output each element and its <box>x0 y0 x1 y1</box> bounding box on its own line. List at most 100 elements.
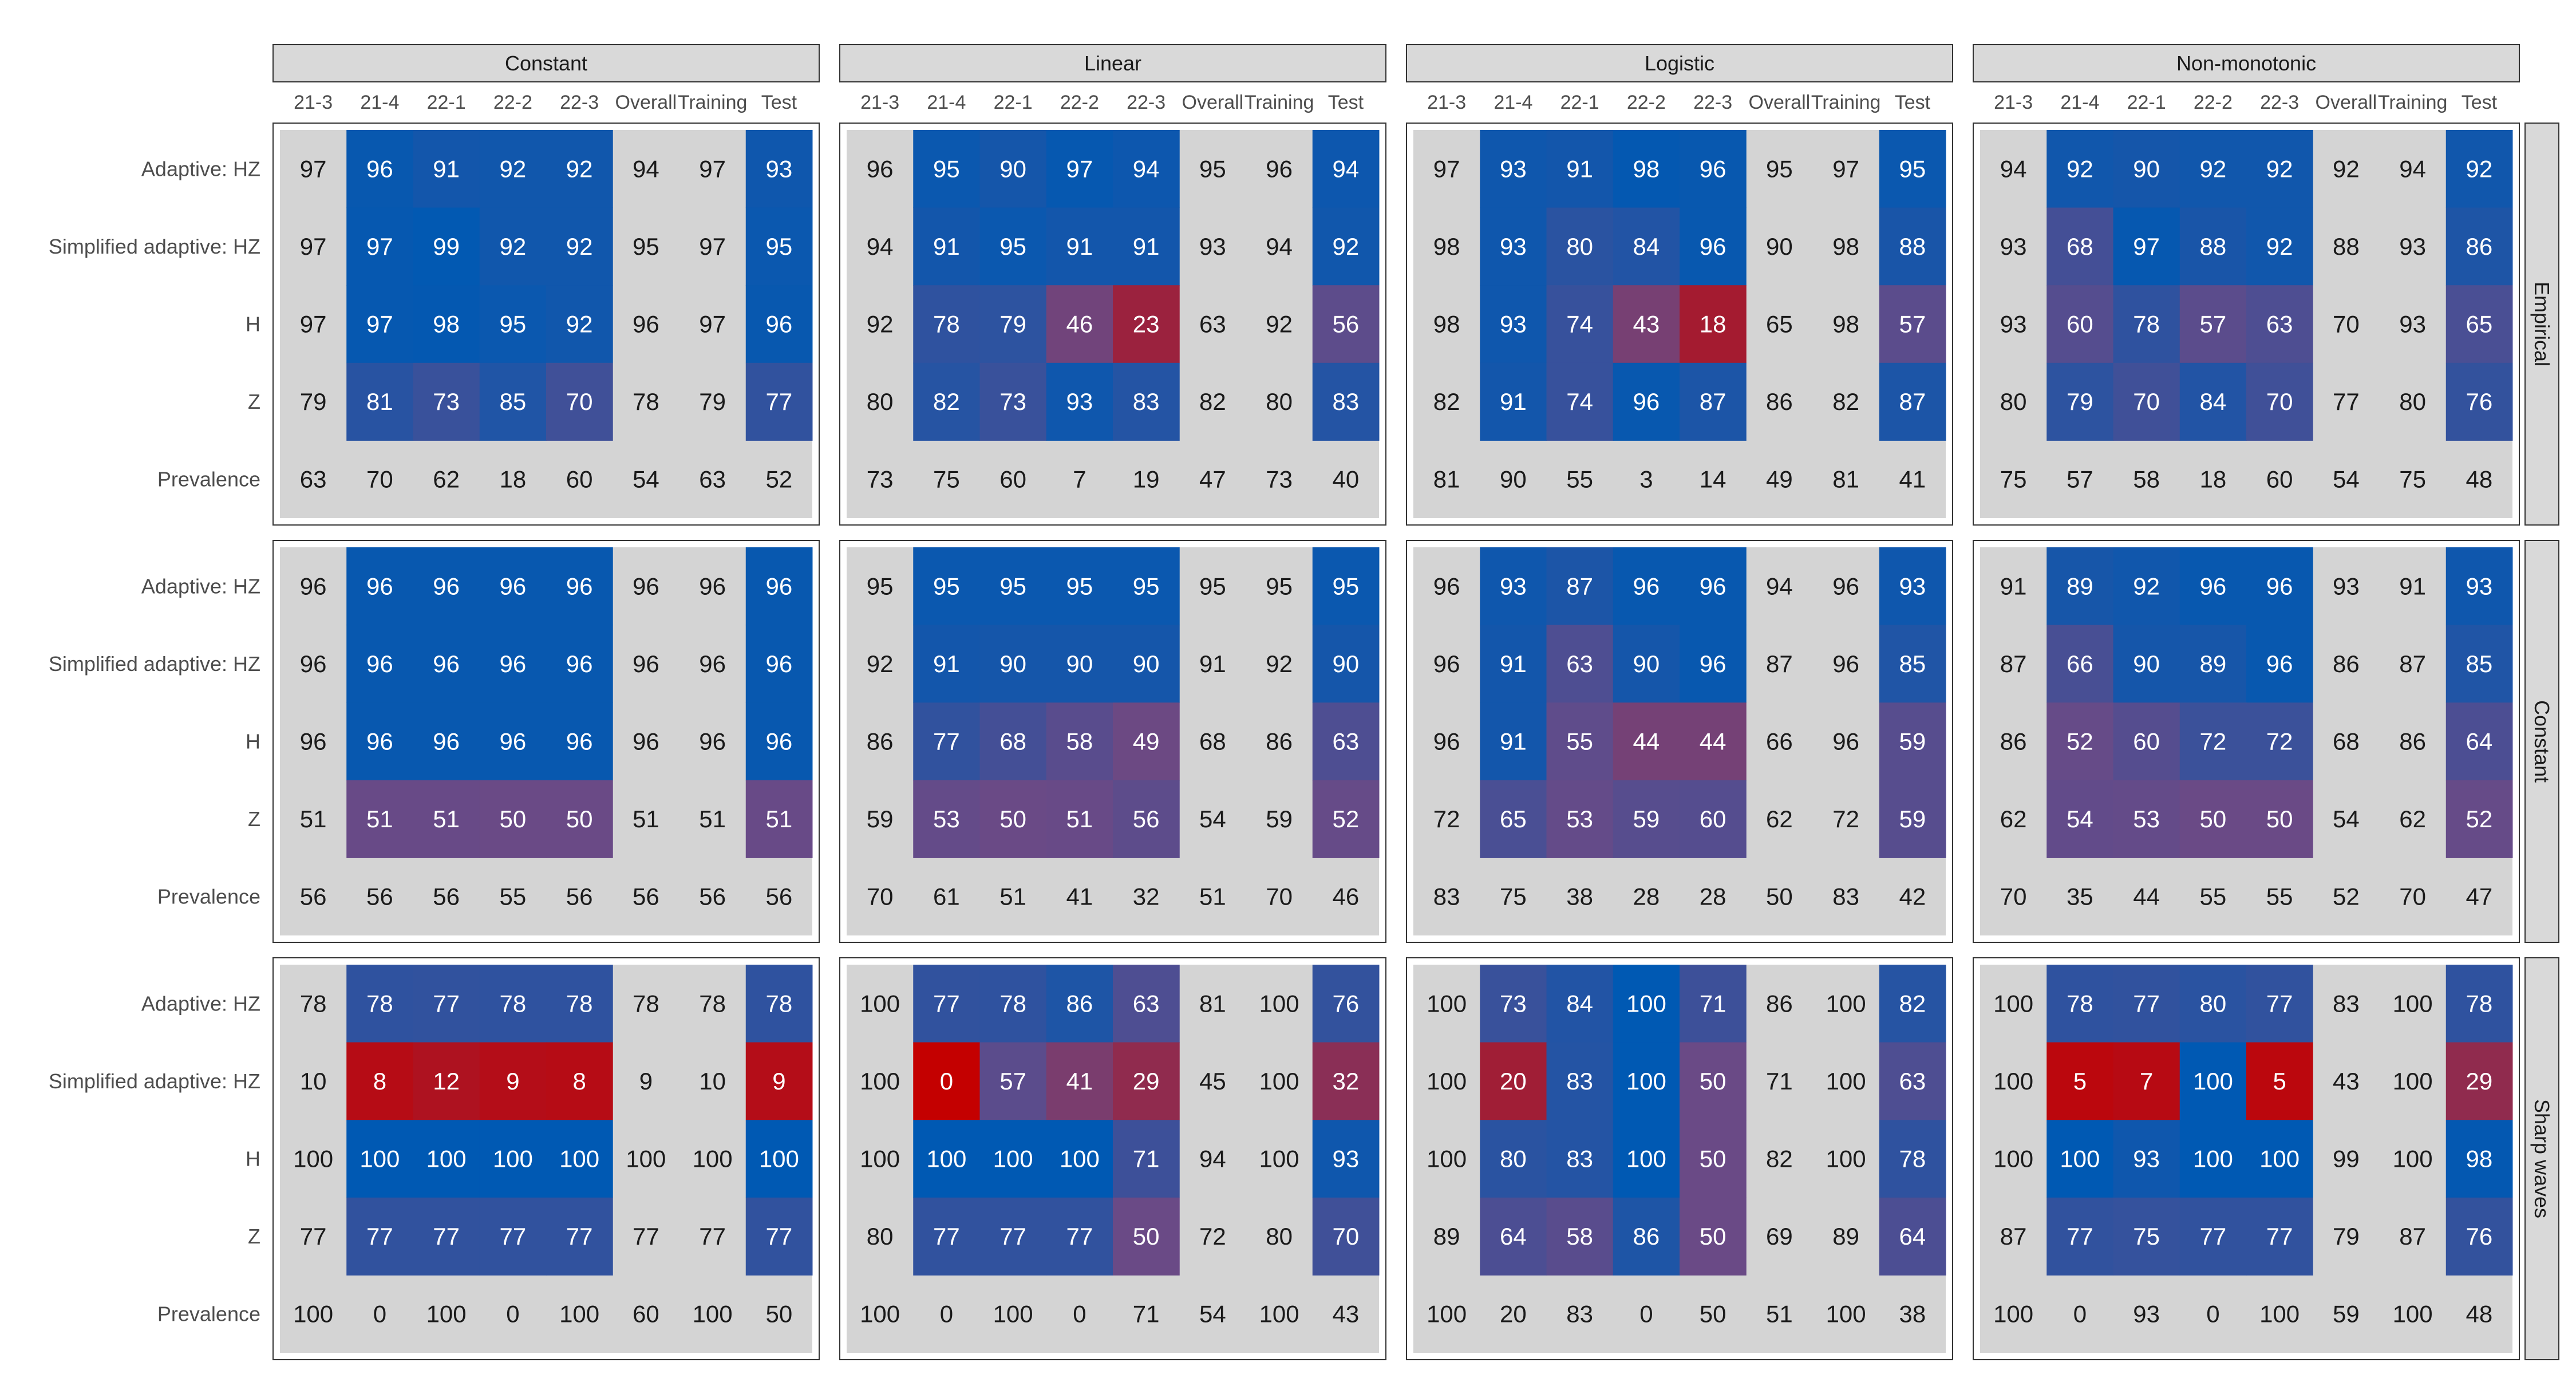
cell-value: 62 <box>1766 806 1793 832</box>
cell-value: 50 <box>999 806 1026 832</box>
cell-value: 100 <box>1826 1301 1866 1328</box>
heatmap-cell <box>2179 362 2247 441</box>
cell-value: 77 <box>699 1223 726 1250</box>
column-label: 21-4 <box>2060 92 2099 113</box>
cell-value: 59 <box>1266 806 1293 832</box>
cell-value: 41 <box>1066 883 1093 910</box>
cell-value: 86 <box>1066 990 1093 1017</box>
cell-value: 78 <box>2067 990 2093 1017</box>
cell-value: 18 <box>2200 466 2227 493</box>
cell-value: 51 <box>766 806 793 832</box>
cell-value: 87 <box>2000 1223 2027 1250</box>
cell-value: 98 <box>1433 233 1460 260</box>
cell-value: 94 <box>2399 155 2426 182</box>
heatmap-cell <box>979 1197 1047 1276</box>
heatmap-cell <box>913 1042 980 1120</box>
cell-value: 92 <box>1266 311 1293 338</box>
cell-value: 96 <box>633 650 659 677</box>
cell-value: 95 <box>1199 155 1226 182</box>
cell-value: 54 <box>1199 806 1226 832</box>
cell-value: 35 <box>2067 883 2093 910</box>
cell-value: 100 <box>493 1146 533 1172</box>
cell-value: 66 <box>2067 650 2093 677</box>
cell-value: 80 <box>867 388 894 415</box>
cell-value: 38 <box>1899 1301 1926 1328</box>
cell-value: 97 <box>699 233 726 260</box>
cell-value: 60 <box>566 466 593 493</box>
cell-value: 50 <box>2200 806 2227 832</box>
heatmap-cell <box>479 965 547 1043</box>
cell-value: 60 <box>633 1301 659 1328</box>
heatmap-cell <box>1680 1120 1747 1198</box>
cell-value: 80 <box>1266 388 1293 415</box>
heatmap-cell <box>1879 1120 1946 1198</box>
cell-value: 95 <box>999 572 1026 599</box>
cell-value: 92 <box>2266 233 2293 260</box>
cell-value: 96 <box>1633 572 1660 599</box>
cell-value: 92 <box>867 650 894 677</box>
heatmap-cell <box>2246 1120 2313 1198</box>
column-label: 22-2 <box>1627 92 1666 113</box>
cell-value: 7 <box>1073 466 1086 493</box>
cell-value: 86 <box>2000 728 2027 755</box>
row-facet-label: Constant <box>2530 700 2554 783</box>
cell-value: 86 <box>1266 728 1293 755</box>
cell-value: 47 <box>2466 883 2493 910</box>
heatmap-cell <box>2046 1120 2113 1198</box>
cell-value: 86 <box>867 728 894 755</box>
heatmap-cell <box>546 702 613 781</box>
cell-value: 96 <box>2266 572 2293 599</box>
heatmap-cell <box>413 362 480 441</box>
cell-value: 56 <box>566 883 593 910</box>
cell-value: 44 <box>2133 883 2160 910</box>
heatmap-cell <box>413 780 480 858</box>
cell-value: 94 <box>1133 155 1160 182</box>
heatmap-cell <box>346 1120 413 1198</box>
heatmap-cell <box>546 130 613 208</box>
cell-value: 9 <box>772 1068 785 1095</box>
heatmap-cell <box>546 965 613 1043</box>
cell-value: 43 <box>2333 1068 2360 1095</box>
heatmap-cell <box>2046 780 2113 858</box>
cell-value: 0 <box>2073 1301 2087 1328</box>
heatmap-cell <box>745 547 813 626</box>
heatmap-cell <box>1312 625 1380 703</box>
cell-value: 93 <box>2466 572 2493 599</box>
heatmap-cell <box>1480 1042 1547 1120</box>
heatmap-cell <box>479 625 547 703</box>
heatmap-cell <box>1312 130 1380 208</box>
heatmap-cell <box>1680 702 1747 781</box>
heatmap-cell <box>1680 207 1747 286</box>
cell-value: 100 <box>2193 1068 2233 1095</box>
heatmap-cell <box>346 285 413 364</box>
cell-value: 80 <box>2000 388 2027 415</box>
cell-value: 100 <box>860 1301 900 1328</box>
cell-value: 98 <box>1433 311 1460 338</box>
heatmap-cell <box>1046 965 1113 1043</box>
cell-value: 93 <box>1899 572 1926 599</box>
cell-value: 70 <box>867 883 894 910</box>
cell-value: 94 <box>633 155 659 182</box>
heatmap-cell <box>1613 965 1680 1043</box>
cell-value: 96 <box>699 650 726 677</box>
heatmap-cell <box>1046 547 1113 626</box>
cell-value: 81 <box>1832 466 1859 493</box>
column-label: 21-4 <box>360 92 399 113</box>
heatmap-cell <box>1480 547 1547 626</box>
cell-value: 45 <box>1199 1068 1226 1095</box>
cell-value: 97 <box>699 311 726 338</box>
cell-value: 69 <box>1766 1223 1793 1250</box>
heatmap-cell <box>2113 362 2180 441</box>
heatmap-cell <box>2046 702 2113 781</box>
cell-value: 59 <box>867 806 894 832</box>
cell-value: 97 <box>1433 155 1460 182</box>
cell-value: 52 <box>2333 883 2360 910</box>
cell-value: 54 <box>1199 1301 1226 1328</box>
cell-value: 84 <box>1633 233 1660 260</box>
cell-value: 100 <box>1427 1301 1467 1328</box>
heatmap-cell <box>1113 1197 1180 1276</box>
cell-value: 49 <box>1133 728 1160 755</box>
cell-value: 96 <box>699 728 726 755</box>
heatmap-cell <box>346 547 413 626</box>
column-label: Training <box>1244 92 1314 113</box>
